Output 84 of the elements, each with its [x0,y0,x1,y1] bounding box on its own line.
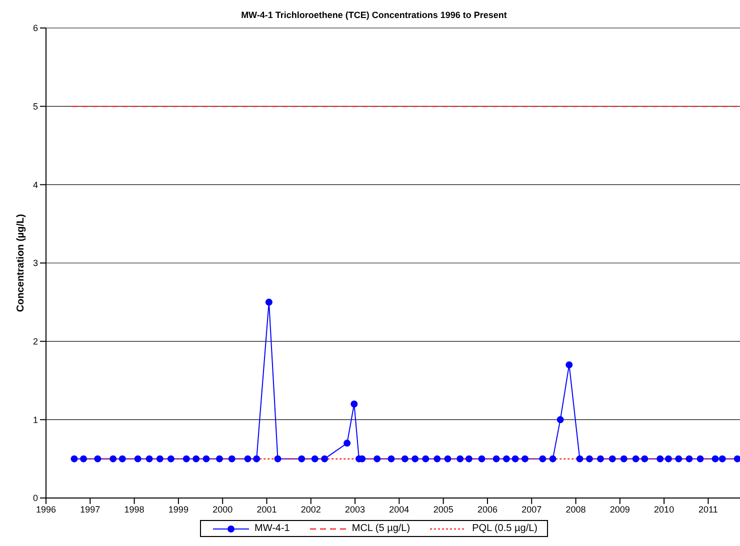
point [244,455,252,462]
y-tick-label: 6 [32,23,38,34]
y-tick-label: 1 [32,414,38,425]
y-tick-label: 4 [32,180,38,190]
x-tick-label: 2002 [300,504,321,514]
y-tick-label: 3 [32,258,38,268]
point [182,455,190,462]
x-tick-label: 2011 [698,504,718,514]
x-tick-label: 2010 [654,504,674,514]
point [311,455,318,462]
point [456,455,464,462]
point [641,455,648,462]
point [608,455,616,462]
point [134,455,142,462]
legend-label: PQL (0.5 µg/L) [472,523,538,534]
x-tick-label: 2003 [345,504,366,514]
point [350,400,358,408]
point [321,455,328,462]
point [216,455,223,462]
point [712,455,719,462]
x-tick-label: 1999 [168,504,188,514]
point [734,455,740,462]
point [274,455,282,462]
point [539,455,546,462]
point [632,455,640,462]
point [167,455,174,462]
y-tick-label: 2 [32,336,38,347]
point [444,455,452,462]
point [620,455,628,462]
point [70,455,78,462]
point [556,416,564,424]
point [94,455,102,462]
point [118,455,126,462]
legend-label: MCL (5 µg/L) [352,523,410,534]
point [434,455,441,462]
point [110,455,117,462]
point [656,455,664,462]
point [512,455,519,462]
x-tick-label: 2007 [522,504,542,514]
point [675,455,682,462]
point [586,455,593,462]
x-tick-label: 2005 [433,504,454,514]
x-tick-label: 1998 [124,504,144,514]
chart-title: MW-4-1 Trichloroethene (TCE) Concentrations 1996 to Present [240,9,508,22]
x-tick-label: 2004 [389,504,410,514]
point [192,455,200,462]
point [492,455,500,462]
point [478,455,486,462]
x-tick-label: 2006 [477,504,498,514]
point [696,455,704,462]
point [664,455,672,462]
point [502,455,510,462]
point [576,455,584,462]
point [228,455,236,462]
point [388,455,395,462]
x-tick-label: 2008 [566,504,586,514]
point [412,455,419,462]
point [522,455,528,462]
point [253,455,260,462]
x-tick-label: 1996 [36,504,56,514]
x-tick-label: 2000 [212,504,233,514]
point [718,455,726,462]
x-tick-label: 1997 [80,504,100,514]
point [298,455,306,462]
point [465,455,472,462]
point [146,455,153,462]
legend-label: MW-4-1 [254,523,290,534]
y-tick-label: 0 [32,493,38,504]
x-tick-label: 2009 [610,504,630,514]
point [80,455,88,462]
point [156,455,164,462]
point [686,455,693,462]
y-axis-title: Concentration (µg/L) [16,214,27,312]
point [265,298,272,306]
point [549,455,556,462]
point [344,440,351,447]
point [566,361,573,368]
point [374,455,381,462]
point [596,455,604,462]
point [422,455,430,462]
y-tick-label: 5 [32,102,38,112]
point [401,455,408,462]
point [202,455,210,462]
x-tick-label: 2001 [256,504,277,514]
